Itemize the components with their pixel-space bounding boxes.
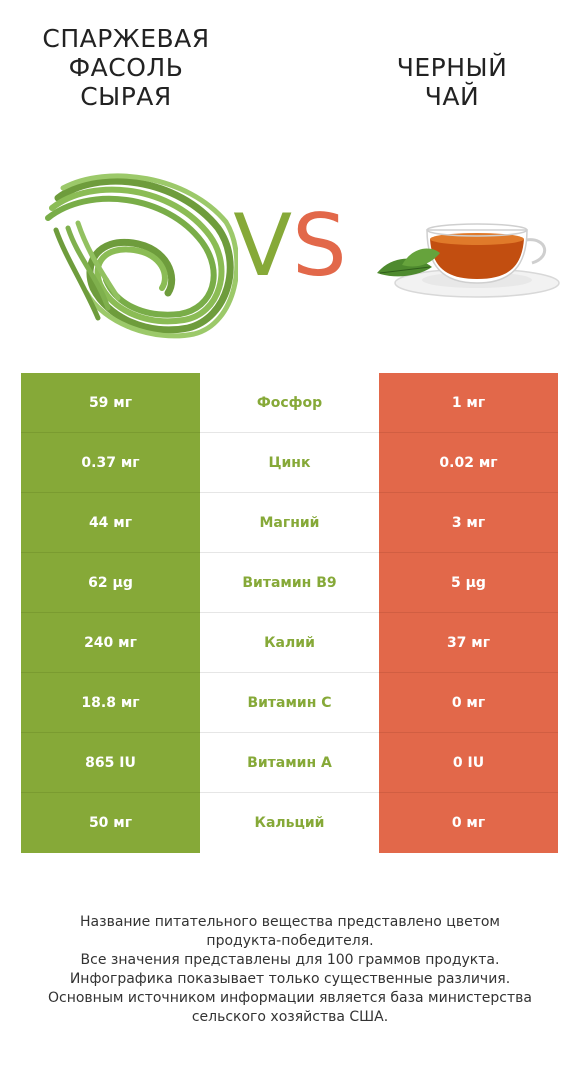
left-value: 865 IU [21,733,200,793]
right-product-title: ЧЕРНЫЙ ЧАЙ [352,53,552,111]
right-value: 5 µg [379,553,558,613]
right-value: 3 мг [379,493,558,553]
left-value: 240 мг [21,613,200,673]
left-value: 0.37 мг [21,433,200,493]
right-value: 0.02 мг [379,433,558,493]
left-title-line: ФАСОЛЬ [68,53,184,82]
table-row: 62 µg Витамин B9 5 µg [21,553,558,613]
right-value: 0 мг [379,673,558,733]
vs-v-letter: V [233,196,293,296]
nutrient-name: Цинк [200,433,379,493]
right-value: 37 мг [379,613,558,673]
footer-line: Основным источником информации является … [48,990,532,1006]
left-value: 18.8 мг [21,673,200,733]
table-row: 865 IU Витамин A 0 IU [21,733,558,793]
footer-line: Инфографика показывает только существенн… [69,971,511,987]
table-row: 240 мг Калий 37 мг [21,613,558,673]
table-row: 18.8 мг Витамин C 0 мг [21,673,558,733]
footer-notes: Название питательного вещества представл… [10,913,570,1027]
table-row: 50 мг Кальций 0 мг [21,793,558,853]
nutrient-name: Магний [200,493,379,553]
left-title-line: СЫРАЯ [80,82,172,111]
table-row: 0.37 мг Цинк 0.02 мг [21,433,558,493]
vs-s-letter: S [292,196,347,296]
black-tea-image [377,223,560,298]
nutrient-name: Витамин A [200,733,379,793]
right-value: 0 мг [379,793,558,853]
nutrient-name: Витамин C [200,673,379,733]
right-value: 0 IU [379,733,558,793]
nutrient-name: Фосфор [200,373,379,433]
footer-line: Название питательного вещества представл… [80,914,500,930]
footer-line: Все значения представлены для 100 граммо… [80,952,500,968]
right-title-line: ЧАЙ [424,82,480,111]
green-beans-image [45,173,238,339]
footer-line: продукта-победителя. [206,933,374,949]
left-value: 50 мг [21,793,200,853]
nutrient-name: Кальций [200,793,379,853]
right-title-line: ЧЕРНЫЙ [396,53,508,82]
right-value: 1 мг [379,373,558,433]
nutrient-name: Калий [200,613,379,673]
left-value: 62 µg [21,553,200,613]
table-row: 44 мг Магний 3 мг [21,493,558,553]
vs-label: VS [220,196,360,296]
nutrient-name: Витамин B9 [200,553,379,613]
left-title-line: СПАРЖЕВАЯ [42,24,210,53]
left-value: 59 мг [21,373,200,433]
nutrient-table: 59 мг Фосфор 1 мг 0.37 мг Цинк 0.02 мг 4… [21,373,558,853]
table-row: 59 мг Фосфор 1 мг [21,373,558,433]
left-product-title: СПАРЖЕВАЯ ФАСОЛЬ СЫРАЯ [10,24,242,111]
footer-line: сельского хозяйства США. [191,1009,389,1025]
left-value: 44 мг [21,493,200,553]
